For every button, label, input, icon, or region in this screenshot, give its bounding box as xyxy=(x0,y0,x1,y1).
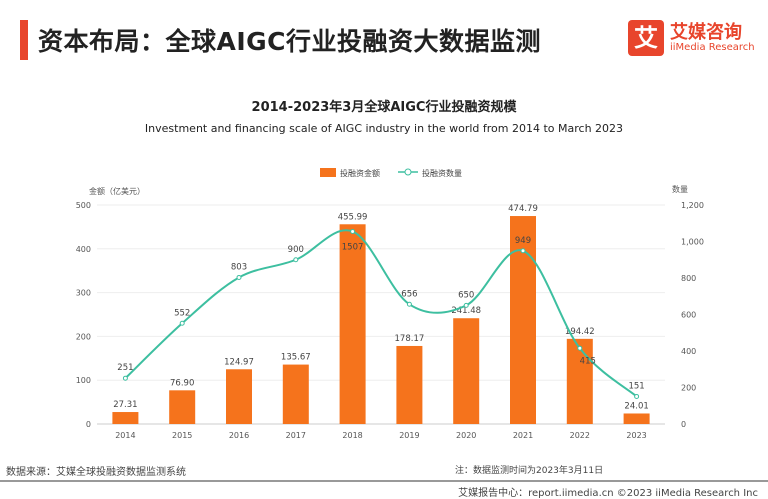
logo: 艾 艾媒咨询 iiMedia Research xyxy=(628,18,758,60)
title-accent-bar xyxy=(20,20,28,60)
line-point xyxy=(634,393,640,399)
y-left-tick: 0 xyxy=(86,420,91,429)
y-left-tick: 400 xyxy=(76,245,91,254)
legend-line-label: 投融资数量 xyxy=(422,168,462,178)
bar-label: 135.67 xyxy=(281,353,311,363)
bar-label: 76.90 xyxy=(170,378,194,388)
line-point xyxy=(463,302,469,308)
x-tick: 2014 xyxy=(115,431,135,440)
legend-line-marker xyxy=(404,168,412,176)
bar xyxy=(339,224,366,424)
x-tick: 2022 xyxy=(570,431,590,440)
y-left-tick: 200 xyxy=(76,332,91,341)
y-left-tick: 500 xyxy=(76,201,91,210)
bar-label: 27.31 xyxy=(113,400,137,410)
bar xyxy=(623,413,650,424)
y-right-tick: 1,200 xyxy=(681,201,704,210)
line-point xyxy=(236,274,242,280)
line-label: 656 xyxy=(401,289,417,299)
copyright: 艾媒报告中心：report.iimedia.cn ©2023 iiMedia R… xyxy=(458,488,758,499)
logo-cn: 艾媒咨询 xyxy=(670,22,742,43)
line-point xyxy=(293,257,299,263)
y-right-tick: 400 xyxy=(681,347,696,356)
y-right-label: 数量 xyxy=(672,184,688,194)
x-tick: 2017 xyxy=(286,431,306,440)
bar xyxy=(112,412,139,424)
line-point xyxy=(179,320,185,326)
y-left-label: 金额（亿美元） xyxy=(89,186,145,196)
line-label: 552 xyxy=(174,308,190,318)
line-point xyxy=(350,228,356,234)
x-tick: 2023 xyxy=(626,431,646,440)
line-label: 251 xyxy=(117,363,133,373)
y-right-tick: 600 xyxy=(681,311,696,320)
bar-label: 194.42 xyxy=(565,327,595,337)
line-point xyxy=(406,301,412,307)
line-label: 650 xyxy=(458,290,474,300)
bar-label: 178.17 xyxy=(395,334,425,344)
chart-subtitle: Investment and financing scale of AIGC i… xyxy=(144,122,624,135)
x-tick: 2018 xyxy=(342,431,362,440)
bar xyxy=(169,390,196,424)
bar-label: 241.48 xyxy=(451,306,481,316)
bar xyxy=(453,318,480,424)
bar xyxy=(396,345,423,424)
bar xyxy=(566,338,593,424)
y-right-tick: 1,000 xyxy=(681,238,704,247)
bar xyxy=(226,369,252,424)
line-label: 949 xyxy=(515,236,531,246)
line-label: 151 xyxy=(628,381,644,391)
line-point xyxy=(122,375,128,381)
line-point xyxy=(520,248,526,254)
legend-bar-label: 投融资金额 xyxy=(340,168,380,178)
y-left-tick: 300 xyxy=(76,289,91,298)
line-label: 900 xyxy=(288,245,304,255)
line-label: 415 xyxy=(580,356,596,366)
y-right-tick: 200 xyxy=(681,384,696,393)
x-tick: 2019 xyxy=(399,431,419,440)
y-left-tick: 100 xyxy=(76,376,91,385)
legend-bar-swatch xyxy=(320,168,336,177)
y-right-tick: 0 xyxy=(681,420,686,429)
bar xyxy=(510,216,536,424)
line-label: 803 xyxy=(231,262,247,272)
footer-divider xyxy=(0,480,768,482)
logo-en: iiMedia Research xyxy=(670,42,755,53)
bar-label: 455.99 xyxy=(338,212,368,222)
bar-label: 474.79 xyxy=(508,204,538,214)
bar-label: 24.01 xyxy=(624,401,648,411)
source-note: 数据来源：艾媒全球投融资数据监测系统 xyxy=(6,467,186,478)
line-point xyxy=(577,345,583,351)
date-note: 注：数据监测时间为2023年3月11日 xyxy=(455,466,604,476)
x-tick: 2015 xyxy=(172,431,192,440)
chart-title: 2014-2023年3月全球AIGC行业投融资规模 xyxy=(251,100,517,115)
line-label: 1507 xyxy=(342,242,364,252)
y-right-tick: 800 xyxy=(681,274,696,283)
bar-label: 124.97 xyxy=(224,357,254,367)
x-tick: 2016 xyxy=(229,431,249,440)
logo-mark: 艾 xyxy=(628,20,664,56)
page-title: 资本布局：全球AIGC行业投融资大数据监测 xyxy=(38,27,542,56)
line-series xyxy=(124,229,638,398)
x-tick: 2020 xyxy=(456,431,476,440)
x-tick: 2021 xyxy=(513,431,533,440)
bar xyxy=(282,364,309,424)
